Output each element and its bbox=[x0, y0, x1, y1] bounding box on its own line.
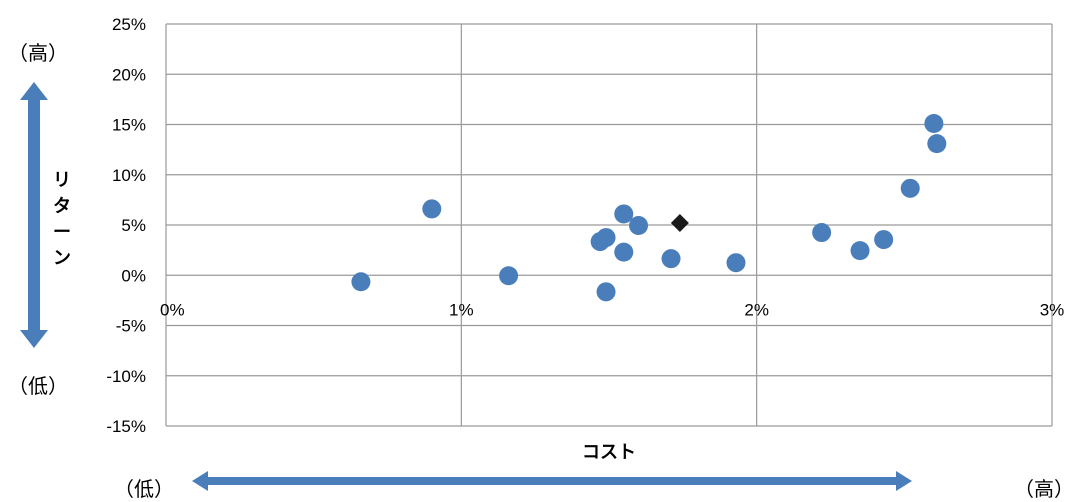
y-axis-title-char: ー bbox=[53, 222, 71, 243]
y-tick-label: 0% bbox=[121, 266, 146, 285]
x-axis-tick-labels: 0% 1% 2% 3% bbox=[160, 300, 1064, 319]
y-tick-label: -5% bbox=[116, 317, 146, 336]
x-high-annotation: （高） bbox=[1014, 477, 1074, 501]
x-low-annotation: （低） bbox=[114, 477, 174, 501]
x-tick-label: 2% bbox=[744, 300, 769, 319]
y-tick-label: 15% bbox=[112, 116, 146, 135]
data-points bbox=[351, 113, 947, 302]
return-arrow-shaft bbox=[28, 98, 40, 333]
data-point bbox=[924, 113, 944, 133]
data-point bbox=[596, 282, 616, 302]
y-tick-label: -10% bbox=[106, 367, 146, 386]
y-axis-title-char: リ bbox=[53, 170, 71, 191]
x-axis-title: コスト bbox=[582, 442, 636, 463]
cost-double-arrow bbox=[192, 471, 912, 491]
data-point bbox=[614, 204, 634, 224]
data-point bbox=[596, 228, 616, 248]
data-point bbox=[850, 241, 870, 261]
data-point bbox=[351, 272, 371, 292]
data-point bbox=[422, 199, 442, 219]
data-point bbox=[726, 253, 746, 273]
x-tick-label: 0% bbox=[160, 300, 185, 319]
y-tick-label: 5% bbox=[121, 216, 146, 235]
y-tick-label: 25% bbox=[112, 15, 146, 34]
data-point bbox=[661, 249, 681, 269]
return-arrow-head-up bbox=[20, 82, 48, 100]
y-tick-label: 20% bbox=[112, 65, 146, 84]
cost-arrow-head-left bbox=[192, 471, 208, 491]
y-low-annotation: （低） bbox=[8, 374, 68, 398]
return-arrow-head-down bbox=[20, 330, 48, 348]
data-point bbox=[499, 266, 519, 286]
cost-arrow-shaft bbox=[206, 477, 896, 485]
y-tick-label: 10% bbox=[112, 166, 146, 185]
data-point bbox=[614, 242, 634, 262]
cost-arrow-head-right bbox=[896, 471, 912, 491]
gridlines bbox=[165, 23, 1053, 427]
data-point bbox=[900, 178, 920, 198]
x-tick-label: 3% bbox=[1040, 300, 1065, 319]
y-axis-tick-labels: 25% 20% 15% 10% 5% 0% -5% -10% -15% bbox=[106, 15, 146, 436]
x-tick-label: 1% bbox=[449, 300, 474, 319]
y-axis-title: リターン bbox=[53, 170, 71, 269]
data-point-diamond bbox=[670, 213, 689, 232]
data-point bbox=[874, 230, 894, 250]
y-axis-title-char: ン bbox=[53, 248, 71, 269]
return-double-arrow bbox=[20, 82, 48, 348]
y-axis-title-char: タ bbox=[53, 196, 71, 217]
data-point bbox=[812, 223, 832, 243]
y-tick-label: -15% bbox=[106, 417, 146, 436]
data-point bbox=[629, 216, 649, 236]
data-point bbox=[927, 134, 947, 154]
y-high-annotation: （高） bbox=[8, 41, 68, 65]
